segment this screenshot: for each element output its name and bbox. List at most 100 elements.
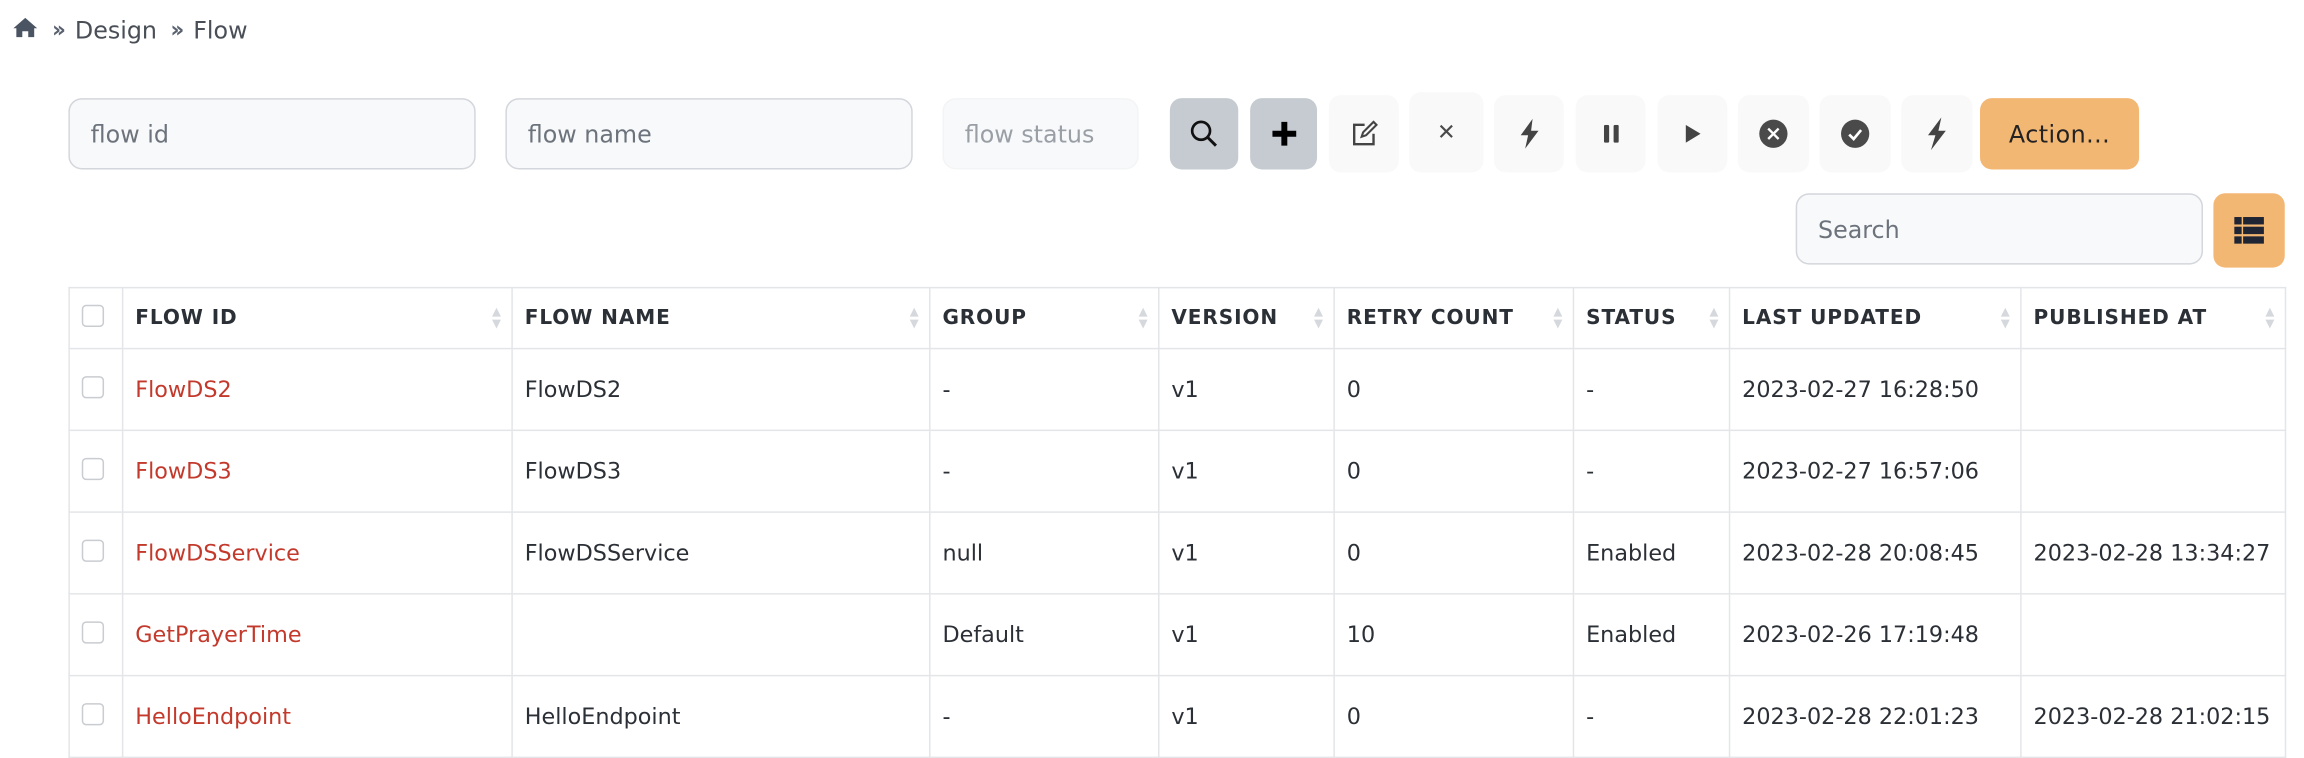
row-checkbox[interactable] <box>81 538 105 562</box>
columns-toggle-button[interactable] <box>2213 193 2285 268</box>
column-header-label: PUBLISHED AT <box>2033 306 2208 331</box>
table-row: FlowDSService FlowDSService null v1 0 Enabled… <box>68 511 2287 595</box>
sort-icon[interactable] <box>491 306 503 330</box>
column-header-label: FLOW ID <box>135 306 238 331</box>
table-cell: HelloEndpoint <box>511 674 931 758</box>
play-button[interactable] <box>1657 95 1728 173</box>
table-header-row: FLOW ID FLOW NAME GROUP VERSION RETRY COUNT S… <box>68 286 2287 350</box>
trigger-button[interactable] <box>1493 95 1564 173</box>
play-icon <box>1684 124 1700 143</box>
table-cell: 0 <box>1333 347 1575 432</box>
table-cell: v1 <box>1157 429 1335 513</box>
table-cell <box>2020 593 2287 677</box>
sort-icon[interactable] <box>908 306 920 330</box>
column-header-label: STATUS <box>1586 306 1677 331</box>
flow-id-link[interactable]: FlowDS2 <box>121 347 513 432</box>
search-button[interactable] <box>1169 98 1239 170</box>
flow-id-input[interactable]: flow id <box>68 98 476 170</box>
select-all-cell <box>68 286 124 350</box>
row-checkbox[interactable] <box>81 620 105 643</box>
bolt-icon <box>1927 117 1946 151</box>
table-search-input[interactable]: Search <box>1795 193 2203 265</box>
table-cell: v1 <box>1157 511 1335 595</box>
sort-icon[interactable] <box>2264 306 2276 330</box>
column-header-label: LAST UPDATED <box>1742 306 1923 331</box>
row-select-cell <box>68 674 124 758</box>
table-cell: FlowDS3 <box>511 429 931 513</box>
cancel-button[interactable]: ✕ <box>1409 92 1484 173</box>
table-cell: 0 <box>1333 511 1575 595</box>
sort-icon[interactable] <box>1552 306 1564 330</box>
pause-button[interactable] <box>1575 95 1646 173</box>
row-checkbox[interactable] <box>81 702 105 725</box>
table-cell: v1 <box>1157 674 1335 758</box>
publish-button[interactable] <box>1901 95 1973 173</box>
table-cell: v1 <box>1157 347 1335 432</box>
table-cell: Default <box>929 593 1160 677</box>
table-cell: - <box>929 674 1160 758</box>
table-cell: 10 <box>1333 593 1575 677</box>
breadcrumb-design[interactable]: Design <box>74 15 158 44</box>
table-cell: 2023-02-28 21:02:15 <box>2020 674 2287 758</box>
table-row: GetPrayerTime Default v1 10 Enabled 2023-02-2… <box>68 593 2287 677</box>
table-cell <box>511 593 931 677</box>
table-cell: FlowDSService <box>511 511 931 595</box>
column-header-label: GROUP <box>942 306 1027 331</box>
row-select-cell <box>68 429 124 513</box>
column-header-label: RETRY COUNT <box>1346 306 1514 331</box>
column-header-label: FLOW NAME <box>524 306 671 331</box>
action-dropdown-button[interactable]: Action... <box>1980 98 2140 170</box>
column-header[interactable]: FLOW NAME <box>511 286 931 350</box>
breadcrumb-flow: Flow <box>193 15 248 44</box>
column-header[interactable]: VERSION <box>1157 286 1335 350</box>
table-row: FlowDS3 FlowDS3- v1 0-2023-02-27 16:57:06 <box>68 429 2287 513</box>
column-header[interactable]: PUBLISHED AT <box>2020 286 2287 350</box>
table-cell: v1 <box>1157 593 1335 677</box>
plus-icon <box>1271 121 1296 146</box>
table-cell: Enabled <box>1572 593 1731 677</box>
flow-id-link[interactable]: FlowDSService <box>121 511 513 595</box>
column-header[interactable]: LAST UPDATED <box>1728 286 2022 350</box>
disable-button[interactable] <box>1737 95 1810 173</box>
table-cell: - <box>1572 429 1731 513</box>
row-select-cell <box>68 347 124 432</box>
sort-icon[interactable] <box>1137 306 1149 330</box>
flow-id-link[interactable]: GetPrayerTime <box>121 593 513 677</box>
x-circle-icon <box>1759 119 1788 148</box>
table-cell <box>2020 347 2287 432</box>
flow-status-select[interactable]: flow status <box>942 98 1139 170</box>
home-icon[interactable] <box>12 16 39 44</box>
enable-button[interactable] <box>1819 95 1891 173</box>
column-header[interactable]: GROUP <box>929 286 1160 350</box>
row-checkbox[interactable] <box>81 375 105 398</box>
table-row: HelloEndpoint HelloEndpoint - v1 0-2023-02-2… <box>68 674 2287 758</box>
sort-icon[interactable] <box>1708 306 1720 330</box>
sort-icon[interactable] <box>1999 306 2011 330</box>
table-cell: - <box>1572 347 1731 432</box>
table-cell: 2023-02-28 13:34:27 <box>2020 511 2287 595</box>
select-all-checkbox[interactable] <box>81 303 105 327</box>
sort-icon[interactable] <box>1313 306 1325 330</box>
add-button[interactable] <box>1250 98 1318 170</box>
table-cell: - <box>1572 674 1731 758</box>
search-icon <box>1190 120 1218 147</box>
column-header[interactable]: FLOW ID <box>121 286 513 350</box>
table-cell: 0 <box>1333 674 1575 758</box>
pause-icon <box>1603 124 1619 143</box>
table-row: FlowDS2 FlowDS2- v1 0-2023-02-27 16:28:50 <box>68 347 2287 432</box>
edit-button[interactable] <box>1328 95 1399 173</box>
table-cell: 2023-02-27 16:28:50 <box>1728 347 2022 432</box>
flow-id-link[interactable]: FlowDS3 <box>121 429 513 513</box>
flow-id-link[interactable]: HelloEndpoint <box>121 674 513 758</box>
row-checkbox[interactable] <box>81 457 105 480</box>
column-header[interactable]: RETRY COUNT <box>1333 286 1575 350</box>
row-select-cell <box>68 593 124 677</box>
table-cell: 0 <box>1333 429 1575 513</box>
row-select-cell <box>68 511 124 595</box>
column-header[interactable]: STATUS <box>1572 286 1731 350</box>
table-cell: Enabled <box>1572 511 1731 595</box>
breadcrumb: ›› Design ›› Flow <box>12 13 248 46</box>
table-cell <box>2020 429 2287 513</box>
flow-name-input[interactable]: flow name <box>505 98 913 170</box>
edit-icon <box>1352 120 1378 146</box>
